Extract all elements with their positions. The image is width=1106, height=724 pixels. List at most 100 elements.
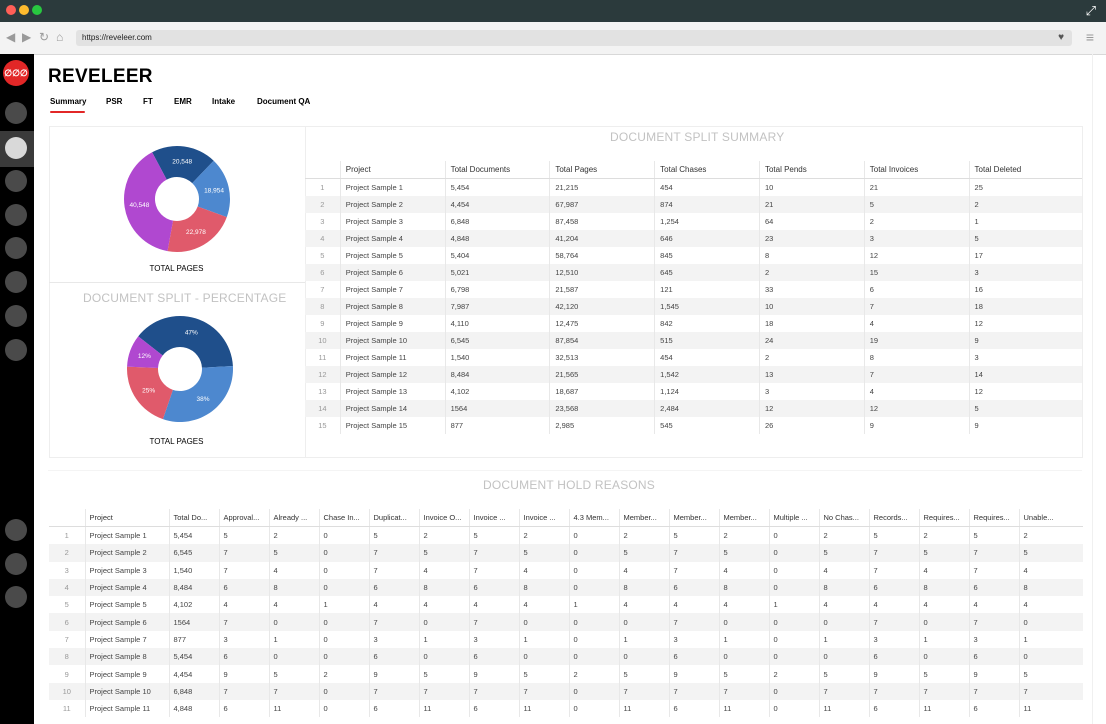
column-header[interactable]: 4.3 Mem...: [568, 509, 619, 527]
browser-menu-icon[interactable]: ≡: [1085, 29, 1094, 45]
donut-slice[interactable]: [127, 336, 163, 369]
donut-slice[interactable]: [192, 160, 230, 218]
zoom-window-button[interactable]: [32, 5, 42, 15]
hold-table-row[interactable]: 6 Project Sample 6 1564 7 0 0 7 0 7 0 0 0 7 0 0 0 7 0 7 0: [49, 613, 1083, 631]
reveleer-logo[interactable]: ∅∅∅: [3, 60, 29, 86]
summary-table-row[interactable]: 13 Project Sample 13 4,102 18,687 1,124 3 4 12: [305, 383, 1082, 400]
tab-ft[interactable]: FT: [143, 97, 153, 106]
donut-slice[interactable]: [127, 366, 173, 420]
hold-table-row[interactable]: 10 Project Sample 10 6,848 7 7 0 7 7 7 7 0 7 7 7 0 7 7 7 7…: [49, 682, 1083, 700]
column-header[interactable]: No Chas...: [818, 509, 869, 527]
summary-table-row[interactable]: 1 Project Sample 1 5,454 21,215 454 10 21 25: [305, 178, 1082, 196]
bookmark-heart-icon[interactable]: ♥: [1058, 32, 1064, 43]
column-header[interactable]: Chase In...: [318, 509, 369, 527]
value-cell: 454: [654, 178, 760, 196]
summary-table-row[interactable]: 7 Project Sample 7 6,798 21,587 121 33 6 16: [305, 281, 1082, 298]
column-header[interactable]: Project: [339, 161, 446, 179]
reload-icon[interactable]: ↻: [39, 30, 50, 44]
value-cell: 23: [758, 230, 865, 247]
sidebar-item-3[interactable]: [5, 170, 27, 192]
hold-table-row[interactable]: 5 Project Sample 5 4,102 4 4 1 4 4 4 4 1 4 4 4 1 4 4 4 4 4: [49, 596, 1083, 614]
column-header[interactable]: Duplicat...: [368, 509, 419, 527]
column-header[interactable]: Invoice O...: [418, 509, 469, 527]
column-header[interactable]: Invoice ...: [518, 509, 569, 527]
summary-section-title: DOCUMENT SPLIT SUMMARY: [610, 130, 785, 144]
back-icon[interactable]: ◀: [6, 30, 16, 44]
column-header[interactable]: Invoice ...: [468, 509, 519, 527]
url-input[interactable]: https://reveleer.com ♥: [76, 30, 1072, 46]
sidebar-item-9[interactable]: [5, 519, 27, 541]
sidebar-item-7[interactable]: [5, 305, 27, 327]
value-cell: 9: [468, 665, 519, 683]
column-header[interactable]: Requires...: [968, 509, 1019, 527]
column-header[interactable]: Approval...: [218, 509, 269, 527]
tab-intake[interactable]: Intake: [212, 97, 236, 106]
column-header[interactable]: Member...: [618, 509, 669, 527]
value-cell: 7: [968, 544, 1019, 562]
value-cell: 1,540: [444, 349, 550, 366]
sidebar-item-8[interactable]: [5, 339, 27, 361]
summary-table-row[interactable]: 3 Project Sample 3 6,848 87,458 1,254 64 2 1: [305, 213, 1082, 230]
column-header[interactable]: Total Do...: [168, 509, 219, 527]
column-header[interactable]: Total Chases: [654, 161, 760, 179]
summary-table-row[interactable]: 8 Project Sample 8 7,987 42,120 1,545 10 7 18: [305, 298, 1082, 315]
column-header[interactable]: Already ...: [268, 509, 319, 527]
tab-document-qa[interactable]: Document QA: [257, 97, 311, 106]
tab-psr[interactable]: PSR: [106, 97, 123, 106]
column-header[interactable]: Unable...: [1018, 509, 1083, 527]
value-cell: 121: [654, 281, 760, 298]
summary-table-row[interactable]: 9 Project Sample 9 4,110 12,475 842 18 4 12: [305, 315, 1082, 332]
sidebar-item-11[interactable]: [5, 586, 27, 608]
sidebar-item-1[interactable]: [5, 102, 27, 124]
column-header[interactable]: Project: [84, 509, 169, 527]
donut-slice[interactable]: [138, 316, 233, 368]
summary-table-row[interactable]: 6 Project Sample 6 5,021 12,510 645 2 15 3: [305, 264, 1082, 281]
minimize-window-button[interactable]: [19, 5, 29, 15]
donut-slice[interactable]: [152, 146, 214, 184]
summary-table-row[interactable]: 4 Project Sample 4 4,848 41,204 646 23 3 5: [305, 230, 1082, 247]
summary-table-row[interactable]: 10 Project Sample 10 6,545 87,854 515 24 19 9: [305, 332, 1082, 349]
tab-emr[interactable]: EMR: [174, 97, 192, 106]
sidebar-item-4[interactable]: [5, 204, 27, 226]
summary-table-row[interactable]: 5 Project Sample 5 5,404 58,764 845 8 12 17: [305, 247, 1082, 264]
row-index: 8: [305, 298, 341, 315]
column-header[interactable]: Total Documents: [444, 161, 550, 179]
hold-table-row[interactable]: 4 Project Sample 4 8,484 6 8 0 6 8 6 8 0 8 6 8 0 8 6 8 6 8: [49, 578, 1083, 597]
sidebar-item-6[interactable]: [5, 271, 27, 293]
summary-table-row[interactable]: 15 Project Sample 15 877 2,985 545 26 9 9: [305, 417, 1082, 434]
summary-table-row[interactable]: 14 Project Sample 14 1564 23,568 2,484 12 12 5: [305, 400, 1082, 417]
donut-slice[interactable]: [162, 365, 233, 422]
fullscreen-icon[interactable]: ⤢: [1085, 3, 1096, 18]
hold-table-row[interactable]: 3 Project Sample 3 1,540 7 4 0 7 4 7 4 0 4 7 4 0 4 7 4 7 4: [49, 561, 1083, 579]
hold-table-row[interactable]: 9 Project Sample 9 4,454 9 5 2 9 5 9 5 2 5 9 5 2 5 9 5 9 5: [49, 665, 1083, 683]
column-header[interactable]: Total Pages: [549, 161, 655, 179]
column-header[interactable]: Multiple ...: [768, 509, 819, 527]
value-cell: 4,848: [444, 230, 550, 247]
hold-table-row[interactable]: 1 Project Sample 1 5,454 5 2 0 5 2 5 2 0 2 5 2 0 2 5 2 5 2: [49, 526, 1083, 545]
summary-table-row[interactable]: 11 Project Sample 11 1,540 32,513 454 2 8 3: [305, 349, 1082, 366]
tab-summary[interactable]: Summary: [50, 97, 87, 106]
column-header[interactable]: Total Pends: [758, 161, 865, 179]
hold-table-row[interactable]: 2 Project Sample 2 6,545 7 5 0 7 5 7 5 0 5 7 5 0 5 7 5 7 5: [49, 544, 1083, 562]
sidebar-item-5[interactable]: [5, 237, 27, 259]
column-header[interactable]: Total Deleted: [968, 161, 1082, 179]
value-cell: 25: [968, 178, 1082, 196]
summary-table-row[interactable]: 12 Project Sample 12 8,484 21,565 1,542 13 7 14: [305, 366, 1082, 383]
sidebar-item-2[interactable]: [5, 137, 27, 159]
forward-icon[interactable]: ▶: [22, 30, 32, 44]
column-header[interactable]: Records...: [868, 509, 919, 527]
value-cell: 24: [758, 332, 865, 349]
column-header[interactable]: Member...: [718, 509, 769, 527]
sidebar-item-10[interactable]: [5, 553, 27, 575]
column-header[interactable]: Total Invoices: [863, 161, 970, 179]
close-window-button[interactable]: [6, 5, 16, 15]
column-header[interactable]: Requires...: [918, 509, 969, 527]
hold-table-row[interactable]: 8 Project Sample 8 5,454 6 0 0 6 0 6 0 0 0 6 0 0 0 6 0 6 0: [49, 648, 1083, 666]
donut-slice[interactable]: [167, 206, 227, 252]
home-icon[interactable]: ⌂: [56, 30, 64, 44]
hold-table-row[interactable]: 7 Project Sample 7 877 3 1 0 3 1 3 1 0 1 3 1 0 1 3 1 3 1: [49, 630, 1083, 649]
hold-table-row[interactable]: 11 Project Sample 11 4,848 6 11 0 6 11 6 11 0 11 6 11…: [49, 699, 1083, 718]
column-header[interactable]: Member...: [668, 509, 719, 527]
summary-table-row[interactable]: 2 Project Sample 2 4,454 67,987 874 21 5 2: [305, 196, 1082, 213]
donut-slice[interactable]: [123, 152, 174, 252]
